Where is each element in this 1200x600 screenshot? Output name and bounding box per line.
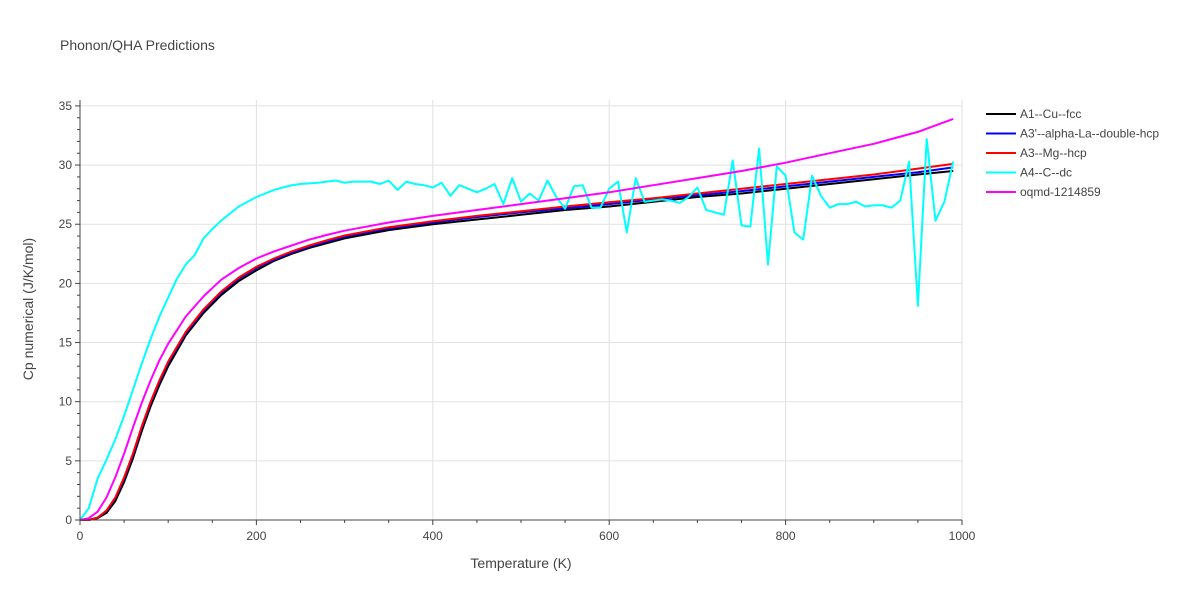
grid <box>80 100 963 520</box>
legend-label: A3'--alpha-La--double-hcp <box>1020 127 1159 141</box>
series-line-oqmd-1214859 <box>79 117 954 521</box>
y-axis-label: Cp numerical (J/K/mol) <box>20 238 36 380</box>
plot-area <box>79 117 955 521</box>
chart-title: Phonon/QHA Predictions <box>60 37 215 53</box>
x-tick-label: 0 <box>77 529 84 543</box>
series-line-a3-alpha-la-double-hcp <box>80 166 954 521</box>
axes: 0 200 400 600 800 1000 0 5 10 15 20 25 30 35 <box>59 99 976 543</box>
legend-item-a3-mg-hcp[interactable]: A3--Mg--hcp <box>986 146 1087 160</box>
legend-item-a1-cu-fcc[interactable]: A1--Cu--fcc <box>986 107 1081 121</box>
legend-label: A4--C--dc <box>1020 166 1072 180</box>
y-tick-label: 0 <box>65 513 72 527</box>
x-tick-label: 400 <box>423 529 443 543</box>
x-tick-label: 1000 <box>949 529 976 543</box>
y-tick-label: 20 <box>59 276 73 290</box>
x-tick-label: 200 <box>246 529 266 543</box>
x-axis-label: Temperature (K) <box>470 555 571 571</box>
series-line-a1-cu-fcc <box>80 170 954 521</box>
legend-label: A3--Mg--hcp <box>1020 146 1087 160</box>
y-tick-label: 10 <box>59 395 73 409</box>
y-tick-label: 30 <box>59 158 73 172</box>
legend-item-oqmd-1214859[interactable]: oqmd-1214859 <box>986 185 1101 199</box>
x-tick-label: 600 <box>599 529 619 543</box>
y-tick-label: 5 <box>65 454 72 468</box>
legend-label: oqmd-1214859 <box>1020 185 1101 199</box>
series-line-a4-c-dc <box>79 138 955 521</box>
legend-item-a3-alpha-la-double-hcp[interactable]: A3'--alpha-La--double-hcp <box>986 127 1159 141</box>
legend: A1--Cu--fcc A3'--alpha-La--double-hcp A3--… <box>986 107 1159 199</box>
y-tick-label: 15 <box>59 336 73 350</box>
y-tick-label: 35 <box>59 99 73 113</box>
y-tick-label: 25 <box>59 217 73 231</box>
legend-label: A1--Cu--fcc <box>1020 107 1081 121</box>
legend-item-a4-c-dc[interactable]: A4--C--dc <box>986 166 1072 180</box>
x-tick-label: 800 <box>776 529 796 543</box>
series-line-a3-mg-hcp <box>80 162 954 521</box>
